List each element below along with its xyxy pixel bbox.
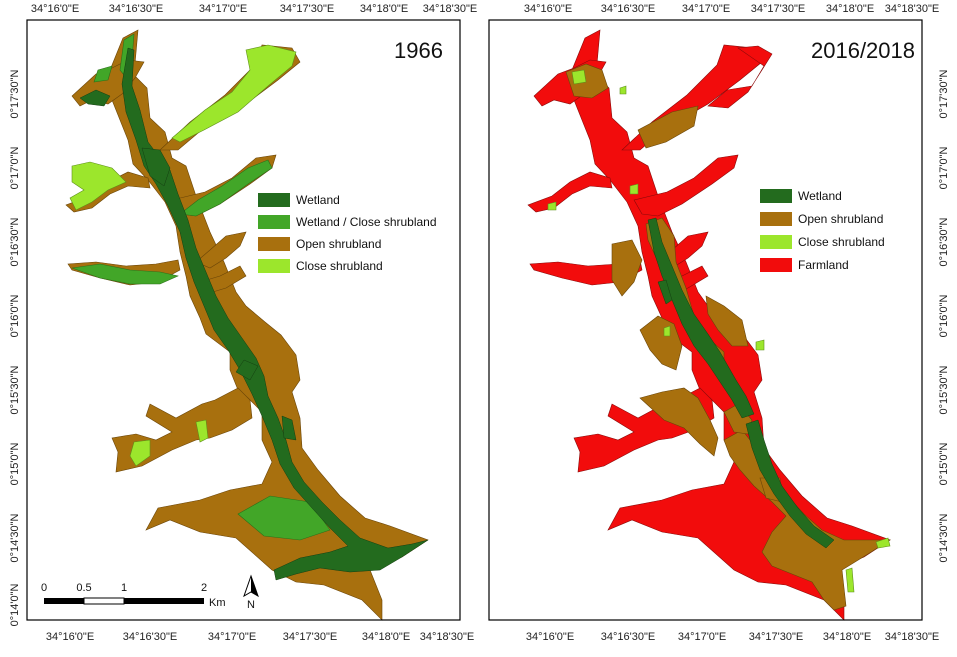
scale-bar: 0 0.5 1 2 Km [41,582,226,609]
legend-label: Close shrubland [296,259,383,273]
longitude-label: 34°16'0"E [524,3,572,15]
longitude-label: 34°18'30"E [423,3,477,15]
longitude-label: 34°18'0"E [823,631,871,643]
longitude-label: 34°18'0"E [360,3,408,15]
longitude-label: 34°16'0"E [46,631,94,643]
longitude-label: 34°17'0"E [199,3,247,15]
longitude-label: 34°17'30"E [283,631,337,643]
longitude-label: 34°18'30"E [420,631,474,643]
legend-label: Wetland / Close shrubland [296,215,437,229]
longitude-label: 34°16'30"E [123,631,177,643]
legend-swatch-wetland [258,193,290,207]
longitude-label: 34°16'30"E [601,631,655,643]
scale-bar-label: 0 [41,582,47,594]
longitude-labels-left-bottom: 34°16'0"E 34°16'30"E 34°17'0"E 34°17'30"… [46,631,474,643]
legend-label: Farmland [798,258,849,272]
map-1966-close-shrubland [69,44,297,467]
scale-bar-label: 2 [201,582,207,594]
legend-swatch-close-shrubland [760,235,792,249]
legend-label: Wetland [296,193,340,207]
longitude-label: 34°16'30"E [601,3,655,15]
map-1966-frame [26,19,461,621]
latitude-label: 0°17'0"N [9,147,21,190]
latitude-label: 0°17'0"N [938,147,950,190]
longitude-label: 34°17'0"E [678,631,726,643]
map-2016-2018-frame [488,19,923,621]
longitude-labels-right-top: 34°16'0"E 34°16'30"E 34°17'0"E 34°17'30"… [524,3,939,15]
latitude-labels-right: 0°17'30"N 0°17'0"N 0°16'30"N 0°16'0"N 0°… [938,69,950,562]
map-1966: 1966 Wetland Wetland / Close shrubland O… [26,19,461,621]
legend-label: Wetland [798,189,842,203]
legend-swatch-close-shrubland [258,259,290,273]
latitude-label: 0°15'30"N [9,365,21,414]
scale-bar-segment [44,598,84,604]
scale-bar-label: 1 [121,582,127,594]
scale-bar-segment [83,597,125,605]
legend-swatch-wetland [760,189,792,203]
map-2016-2018-year-label: 2016/2018 [811,38,915,63]
scale-bar-segment [124,598,204,604]
map-2016-2018-legend: Wetland Open shrubland Close shrubland F… [760,189,885,272]
longitude-label: 34°16'0"E [526,631,574,643]
map-2016-2018: 2016/2018 Wetland Open shrubland Close s… [488,19,923,621]
legend-label: Open shrubland [296,237,381,251]
longitude-label: 34°16'30"E [109,3,163,15]
longitude-label: 34°17'0"E [682,3,730,15]
legend-swatch-open-shrubland [760,212,792,226]
map-2016-2018-wetland [647,217,835,549]
map-1966-year-label: 1966 [394,38,443,63]
latitude-label: 0°14'0"N [9,584,21,627]
north-arrow-icon: N [243,574,259,611]
latitude-label: 0°17'30"N [938,69,950,118]
scale-bar-label: 0.5 [76,582,91,594]
latitude-labels-left: 0°17'30"N 0°17'0"N 0°16'30"N 0°16'0"N 0°… [9,69,21,626]
latitude-label: 0°15'0"N [938,443,950,486]
legend-label: Open shrubland [798,212,883,226]
map-1966-legend: Wetland Wetland / Close shrubland Open s… [258,193,437,273]
longitude-label: 34°17'30"E [749,631,803,643]
longitude-labels-left-top: 34°16'0"E 34°16'30"E 34°17'0"E 34°17'30"… [31,3,477,15]
longitude-label: 34°17'0"E [208,631,256,643]
scale-bar-unit: Km [209,597,226,609]
longitude-label: 34°16'0"E [31,3,79,15]
legend-swatch-farmland [760,258,792,272]
latitude-label: 0°15'0"N [9,443,21,486]
longitude-label: 34°17'30"E [751,3,805,15]
map-2016-2018-farmland [527,29,891,621]
north-arrow-label: N [247,599,255,611]
longitude-label: 34°18'0"E [362,631,410,643]
longitude-label: 34°18'30"E [885,3,939,15]
legend-swatch-open-shrubland [258,237,290,251]
latitude-label: 0°17'30"N [9,69,21,118]
latitude-label: 0°14'30"N [938,513,950,562]
longitude-label: 34°18'0"E [826,3,874,15]
map-1966-wetland [79,47,429,581]
latitude-label: 0°16'30"N [938,217,950,266]
latitude-label: 0°15'30"N [938,365,950,414]
legend-swatch-wetland-close-shrubland [258,215,290,229]
longitude-label: 34°17'30"E [280,3,334,15]
latitude-label: 0°16'0"N [938,295,950,338]
map-2016-2018-close-shrubland [547,69,891,593]
latitude-label: 0°14'30"N [9,513,21,562]
latitude-label: 0°16'0"N [9,295,21,338]
latitude-label: 0°16'30"N [9,217,21,266]
legend-label: Close shrubland [798,235,885,249]
longitude-labels-right-bottom: 34°16'0"E 34°16'30"E 34°17'0"E 34°17'30"… [526,631,939,643]
longitude-label: 34°18'30"E [885,631,939,643]
